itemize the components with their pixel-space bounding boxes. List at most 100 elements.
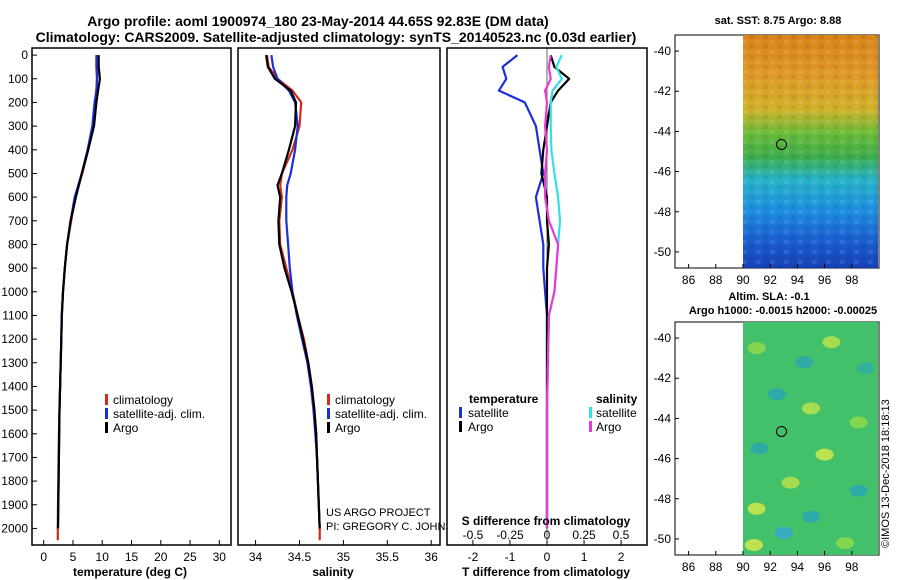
- top-x-tick-label: -0.5: [463, 528, 484, 542]
- series-salinity-argo: [544, 54, 560, 529]
- salinity-xlabel: salinity: [312, 565, 354, 579]
- x-tick-label: -2: [468, 550, 479, 564]
- x-tick-label: 30: [213, 550, 227, 564]
- map-lat-label: -44: [654, 411, 672, 425]
- x-tick-label: 1: [581, 550, 588, 564]
- legend-argo-label: Argo: [335, 421, 361, 435]
- map-lon-label: 88: [709, 273, 723, 287]
- legend-climatology-swatch: [327, 394, 330, 405]
- project-credit-line2: PI: GREGORY C. JOHNSON: [326, 521, 469, 533]
- sla-blob: [849, 484, 868, 497]
- x-tick-label: 2: [618, 550, 625, 564]
- temperature-legend: climatology satellite-adj. clim. Argo: [105, 393, 205, 435]
- sla-map: Altim. SLA: -0.1 Argo h1000: -0.0015 h20…: [654, 291, 880, 574]
- depth-tick-label: 1000: [1, 285, 28, 299]
- x-tick-label: 10: [96, 550, 110, 564]
- map-lat-label: -44: [654, 124, 672, 138]
- map-lat-label: -50: [654, 532, 672, 546]
- depth-tick-label: 0: [21, 48, 28, 62]
- map-lat-label: -46: [654, 165, 672, 179]
- depth-tick-label: 1100: [2, 308, 28, 322]
- sla-blob: [774, 526, 793, 539]
- map-lat-label: -48: [654, 205, 672, 219]
- depth-tick-label: 1700: [1, 450, 28, 464]
- top-x-tick-label: 0: [544, 528, 551, 542]
- legend-climatology-swatch: [105, 394, 108, 405]
- sla-blob: [795, 356, 814, 369]
- map-lon-label: 92: [764, 560, 778, 574]
- sla-blob: [856, 362, 875, 375]
- depth-tick-label: 1200: [1, 332, 28, 346]
- top-x-tick-label: -0.25: [496, 528, 524, 542]
- sla-blob: [802, 402, 820, 415]
- temperature-panel: 0100200300400500600700800900100011001200…: [1, 47, 232, 579]
- sla-map-title: Altim. SLA: -0.1: [728, 291, 809, 303]
- depth-tick-label: 1500: [1, 403, 28, 417]
- depth-tick-label: 200: [8, 95, 28, 109]
- x-tick-label: 34.5: [288, 550, 312, 564]
- legend-satellite-swatch: [327, 408, 330, 419]
- map-lon-label: 96: [818, 560, 832, 574]
- sla-blob: [822, 336, 841, 349]
- salinity-panel: 34 34.5 35 35.5 36 salinity climatology sate…: [237, 47, 469, 579]
- map-lon-label: 90: [736, 273, 750, 287]
- sla-blob: [747, 502, 766, 515]
- map-lon-label: 98: [845, 273, 859, 287]
- map-lon-label: 90: [736, 560, 750, 574]
- x-tick-label: 25: [183, 550, 197, 564]
- map-lat-label: -42: [654, 84, 672, 98]
- depth-tick-label: 600: [8, 190, 28, 204]
- legend-argo-swatch: [105, 422, 108, 433]
- depth-tick-label: 300: [8, 119, 28, 133]
- legend-argo-swatch: [327, 422, 330, 433]
- sla-blob: [750, 442, 769, 455]
- x-tick-label: -1: [505, 550, 516, 564]
- sla-blob: [849, 416, 868, 429]
- map-lon-label: 86: [682, 273, 696, 287]
- legend-temp-satellite-swatch: [459, 407, 462, 418]
- depth-tick-label: 800: [8, 237, 28, 251]
- legend-temp-argo-label: Argo: [468, 420, 494, 434]
- map-lon-label: 94: [791, 560, 805, 574]
- sst-map: sat. SST: 8.75 Argo: 8.88 86 88 90 92 94 96 98…: [654, 15, 880, 287]
- profile-location-marker: [775, 138, 787, 150]
- depth-tick-label: 1900: [1, 498, 28, 512]
- sla-blob: [744, 538, 763, 551]
- x-tick-label: 35.5: [376, 550, 400, 564]
- imos-credit: ©IMOS 13-Dec-2018 18:18:13: [880, 399, 892, 548]
- map-lat-label: -42: [654, 371, 672, 385]
- legend-sal-argo-label: Argo: [596, 420, 622, 434]
- legend-sal-satellite-label: satellite: [596, 406, 637, 420]
- legend-salinity-title: salinity: [596, 392, 638, 406]
- depth-tick-label: 1600: [1, 427, 28, 441]
- depth-tick-label: 400: [8, 143, 28, 157]
- top-x-tick-label: 0.25: [572, 528, 596, 542]
- difference-panel: -2 -1 0 1 2 T difference from climatology S …: [446, 47, 648, 579]
- map-lat-label: -48: [654, 492, 672, 506]
- depth-tick-label: 500: [8, 166, 28, 180]
- difference-xlabel: T difference from climatology: [462, 565, 630, 579]
- sst-texture: [743, 35, 878, 268]
- legend-sal-argo-swatch: [589, 421, 592, 432]
- depth-tick-label: 700: [8, 214, 28, 228]
- difference-top-xlabel: S difference from climatology: [462, 514, 631, 528]
- x-tick-label: 0: [40, 550, 47, 564]
- project-credit-line1: US ARGO PROJECT: [326, 507, 431, 519]
- sla-blob: [815, 448, 834, 461]
- map-lon-label: 94: [791, 273, 805, 287]
- map-lat-label: -40: [654, 44, 672, 58]
- figure-title-line2: Climatology: CARS2009. Satellite-adjuste…: [36, 29, 637, 45]
- x-tick-label: 20: [154, 550, 168, 564]
- depth-tick-label: 1800: [1, 474, 28, 488]
- legend-climatology-label: climatology: [335, 393, 395, 407]
- legend-satellite-label: satellite-adj. clim.: [113, 407, 205, 421]
- top-x-tick-label: 0.5: [613, 528, 630, 542]
- figure-title-line1: Argo profile: aoml 1900974_180 23-May-20…: [87, 13, 548, 29]
- temperature-xlabel: temperature (deg C): [73, 565, 187, 579]
- x-tick-label: 36: [425, 550, 439, 564]
- sla-blob: [836, 536, 854, 549]
- depth-tick-label: 1300: [1, 356, 28, 370]
- salinity-legend: climatology satellite-adj. clim. Argo: [327, 393, 427, 435]
- x-tick-label: 35: [337, 550, 351, 564]
